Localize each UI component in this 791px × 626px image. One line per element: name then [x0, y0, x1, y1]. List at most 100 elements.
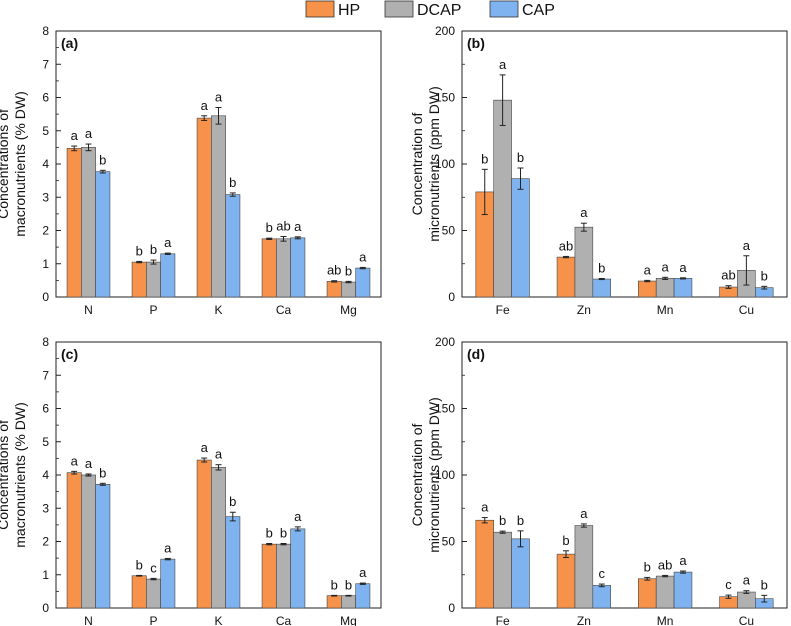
significance-letter: a: [164, 235, 172, 250]
significance-letter: b: [136, 557, 143, 572]
bar-dcap-ca: [276, 543, 291, 609]
y-axis-label-line: Concentrations of: [0, 420, 11, 530]
x-tick-label: Mn: [657, 614, 674, 626]
significance-letter: a: [215, 447, 223, 462]
bar-cap-n: [95, 171, 111, 298]
legend: HP DCAP CAP: [305, 0, 555, 19]
y-tick-label: 100: [435, 468, 455, 482]
bar-cap-n: [95, 484, 111, 609]
significance-letter: a: [164, 540, 172, 555]
y-tick-label: 50: [442, 535, 456, 549]
significance-letter: ab: [276, 218, 290, 233]
significance-letter: b: [99, 152, 106, 167]
y-tick-label: 100: [435, 157, 455, 171]
bar-hp-mn: [638, 578, 657, 609]
panel-d: 0 50 100 150 200 Concentration ofmicronutrien…: [409, 335, 788, 626]
significance-letter: c: [599, 566, 606, 581]
significance-letter: b: [229, 494, 236, 509]
bar-dcap-zn: [574, 525, 594, 609]
significance-letter: a: [85, 126, 93, 141]
bar-cap-p: [160, 558, 176, 609]
significance-letter: ab: [721, 268, 735, 283]
bar-hp-k: [196, 117, 212, 298]
x-tick-label: Ca: [276, 614, 292, 626]
bar-dcap-p: [146, 578, 161, 609]
significance-letter: b: [481, 151, 488, 166]
bar-dcap-fe: [493, 531, 512, 609]
bar-cap-k: [225, 194, 241, 298]
panel-tag: (b): [467, 35, 485, 51]
bar-hp-n: [66, 472, 82, 609]
significance-letter: a: [294, 219, 302, 234]
y-axis-label-line: Concentrations of: [0, 109, 11, 219]
bar-dcap-fe: [493, 99, 512, 298]
y-tick-label: 4: [42, 157, 49, 171]
significance-letter: b: [280, 525, 287, 540]
y-tick-label: 0: [448, 601, 455, 615]
y-tick-label: 150: [435, 402, 455, 416]
significance-letter: b: [99, 465, 106, 480]
significance-letter: b: [499, 513, 506, 528]
y-axis-label: Concentration ofmicronutrients (ppm DW): [409, 397, 442, 553]
significance-letter: a: [359, 565, 367, 580]
panel-a: 0 1 2 3 4 5 6 7 8 Concentrations ofmacronutrients…: [0, 24, 382, 317]
bar-hp-ca: [261, 543, 277, 609]
bar-cap-zn: [592, 585, 611, 609]
y-tick-label: 1: [42, 257, 49, 271]
legend-swatch-hp: [305, 0, 335, 18]
y-axis-label: Concentrations ofmacronutrients (% DW): [0, 91, 28, 236]
bar-hp-zn: [556, 256, 576, 298]
significance-letter: a: [644, 262, 652, 277]
significance-letter: a: [743, 573, 751, 588]
y-tick-label: 4: [42, 468, 49, 482]
bar-cap-mn: [673, 278, 693, 298]
significance-letter: b: [136, 243, 143, 258]
significance-letter: b: [517, 150, 524, 165]
significance-letter: a: [215, 89, 223, 104]
significance-letter: c: [725, 577, 732, 592]
bar-dcap-p: [146, 261, 161, 298]
significance-letter: c: [150, 560, 157, 575]
bar-cap-mg: [355, 267, 371, 298]
significance-letter: a: [71, 128, 79, 143]
x-tick-label: N: [84, 303, 93, 317]
y-tick-label: 6: [42, 91, 49, 105]
y-axis-label-line: micronutrients (ppm DW): [426, 397, 442, 553]
significance-letter: b: [761, 268, 768, 283]
bar-cap-fe: [511, 538, 530, 609]
significance-letter: a: [201, 440, 209, 455]
significance-letter: a: [662, 259, 670, 274]
significance-letter: b: [644, 559, 651, 574]
y-tick-label: 7: [42, 368, 49, 382]
bar-dcap-n: [81, 147, 96, 298]
significance-letter: b: [229, 175, 236, 190]
bar-cap-p: [160, 253, 176, 298]
y-tick-label: 0: [42, 601, 49, 615]
bar-cap-fe: [511, 178, 530, 298]
bar-dcap-n: [81, 474, 96, 609]
significance-letter: a: [679, 260, 687, 275]
significance-letter: b: [345, 577, 352, 592]
y-tick-label: 50: [442, 224, 456, 238]
bar-hp-p: [131, 575, 147, 609]
significance-letter: b: [761, 577, 768, 592]
bar-cap-k: [225, 516, 241, 609]
bar-cap-ca: [290, 528, 306, 609]
panel-tag: (c): [61, 346, 78, 362]
bar-dcap-zn: [574, 226, 594, 298]
x-tick-label: K: [214, 303, 222, 317]
bar-hp-mn: [638, 280, 657, 298]
significance-letter: a: [85, 456, 93, 471]
significance-letter: a: [71, 453, 79, 468]
bar-dcap-mn: [655, 575, 675, 609]
bar-hp-ca: [261, 238, 277, 298]
bar-hp-mg: [326, 281, 342, 298]
y-axis-label-line: micronutrients (ppm DW): [426, 86, 442, 242]
x-tick-label: Mg: [340, 303, 357, 317]
y-tick-label: 2: [42, 224, 49, 238]
bar-hp-k: [196, 459, 212, 609]
y-tick-label: 8: [42, 335, 49, 349]
significance-letter: ab: [559, 238, 573, 253]
x-tick-label: Cu: [739, 303, 754, 317]
